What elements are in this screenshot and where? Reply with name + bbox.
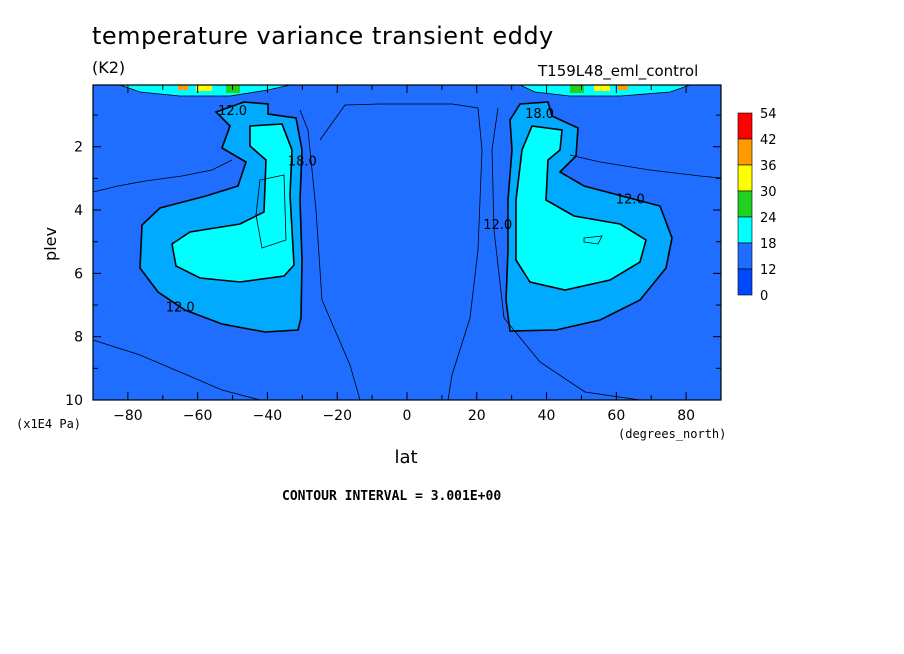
plot-fill-group [93, 85, 721, 400]
nh-band-18 [515, 125, 647, 291]
x-tick-label: 40 [538, 408, 556, 424]
x-tick-label: −40 [253, 408, 283, 424]
colorbar-label: 30 [760, 185, 777, 200]
colorbar-swatch [737, 242, 753, 270]
contour-label: 18.0 [288, 155, 317, 170]
colorbar-label: 12 [760, 263, 777, 278]
contour-label: 12.0 [218, 104, 247, 119]
x-tick-label: −80 [113, 408, 143, 424]
colorbar-swatch [737, 164, 753, 192]
x-tick-label: −60 [183, 408, 213, 424]
colorbar-swatch [737, 216, 753, 244]
y-axis-units: (x1E4 Pa) [16, 417, 81, 431]
center-contour [319, 103, 483, 400]
contour-label: 12.0 [483, 218, 512, 233]
y-tick-label: 10 [65, 393, 83, 409]
contour-label: 12.0 [616, 193, 645, 208]
y-tick-label: 4 [74, 203, 83, 219]
x-axis-label: lat [394, 447, 417, 468]
colorbar-swatch [737, 138, 753, 166]
sh-mid-contour [93, 109, 361, 400]
units-label: (K2) [92, 58, 126, 77]
colorbar-label: 42 [760, 133, 777, 148]
x-axis-units: (degrees_north) [618, 427, 726, 441]
x-tick-label: −20 [322, 408, 352, 424]
nh-inner-contour [583, 235, 603, 245]
colorbar-label: 18 [760, 237, 777, 252]
contour-labels: 12.0 18.0 12.0 18.0 12.0 12.0 [166, 104, 645, 315]
x-tick-label: 60 [607, 408, 625, 424]
sh-band-18 [171, 123, 295, 283]
colorbar-swatch [737, 190, 753, 218]
contour-label: 12.0 [166, 300, 195, 315]
nh-outer-contour [491, 107, 721, 400]
x-tick-label: 80 [677, 408, 695, 424]
colorbar: 54 42 36 30 24 18 12 0 [737, 107, 777, 304]
colorbar-label: 0 [760, 289, 768, 304]
colorbar-swatch [737, 268, 753, 296]
x-tick-label: 20 [468, 408, 486, 424]
sh-outer-contour [93, 339, 261, 400]
top-green-nh [570, 85, 584, 93]
y-axis-ticks: 2 4 6 8 10 [65, 114, 721, 409]
x-tick-label: 0 [403, 408, 412, 424]
top-yellow-nh [594, 85, 610, 91]
colorbar-label: 36 [760, 159, 777, 174]
x-axis-ticks: −80 −60 −40 −20 0 20 40 60 80 [113, 85, 695, 424]
sh-inner-contour [255, 174, 287, 249]
colorbar-label: 24 [760, 211, 777, 226]
contour-interval-note: CONTOUR INTERVAL = 3.001E+00 [282, 489, 502, 504]
colorbar-swatch [737, 112, 753, 140]
y-tick-label: 8 [74, 330, 83, 346]
colorbar-label: 54 [760, 107, 777, 122]
top-orange-sh [178, 85, 188, 90]
top-yellow-sh [196, 85, 212, 91]
top-orange-nh [618, 85, 628, 90]
y-tick-label: 6 [74, 266, 83, 282]
contour-label: 18.0 [525, 107, 554, 122]
y-tick-label: 2 [74, 140, 83, 156]
chart-title: temperature variance transient eddy [92, 22, 554, 50]
run-name: T159L48_eml_control [538, 62, 699, 80]
y-axis-label: plev [41, 227, 60, 261]
